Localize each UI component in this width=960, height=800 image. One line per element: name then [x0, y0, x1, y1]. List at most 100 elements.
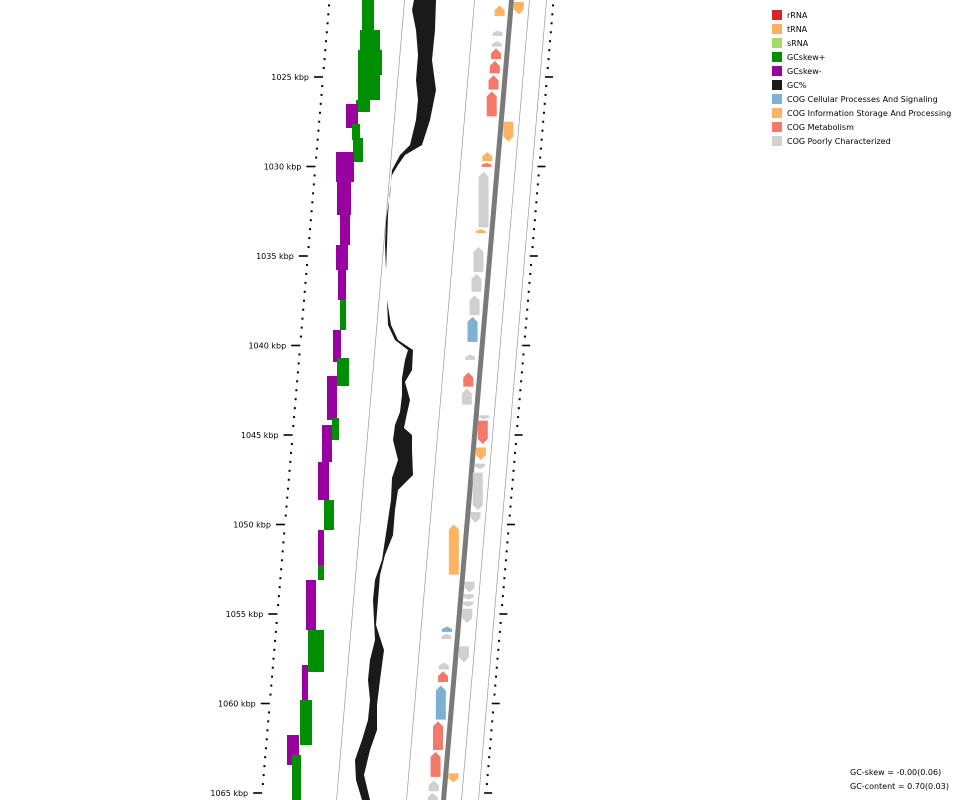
- forward-gene: [490, 48, 501, 60]
- legend-swatch: [772, 10, 782, 20]
- scale-minor-tick: [285, 505, 288, 508]
- scale-minor-tick: [296, 380, 299, 383]
- gcskew-positive-block: [300, 700, 312, 745]
- outer-minor-tick: [513, 460, 516, 463]
- scale-minor-tick: [309, 228, 312, 231]
- scale-minor-tick: [327, 13, 330, 16]
- legend-label: GC%: [787, 80, 807, 90]
- outer-minor-tick: [514, 442, 517, 445]
- scale-minor-tick: [279, 577, 282, 580]
- scale-minor-tick: [267, 720, 270, 723]
- forward-gene: [465, 354, 476, 360]
- scale-minor-tick: [271, 675, 274, 678]
- scale-minor-tick: [312, 183, 315, 186]
- scale-minor-tick: [275, 621, 278, 624]
- forward-gene: [488, 75, 499, 90]
- scale-minor-tick: [274, 639, 277, 642]
- outer-minor-tick: [521, 362, 524, 365]
- scale-minor-tick: [326, 22, 329, 25]
- legend-item-cog_info: COG Information Storage And Processing: [772, 106, 951, 120]
- outer-minor-tick: [511, 478, 514, 481]
- gcskew-positive-block: [360, 30, 380, 50]
- legend-swatch: [772, 66, 782, 76]
- scale-minor-tick: [302, 308, 305, 311]
- gcskew-negative-block: [336, 245, 348, 270]
- outer-minor-tick: [536, 192, 539, 195]
- legend-swatch: [772, 80, 782, 90]
- scale-minor-tick: [265, 738, 268, 741]
- outer-minor-tick: [519, 389, 522, 392]
- gcskew-positive-block: [353, 138, 363, 162]
- outer-minor-tick: [514, 451, 517, 454]
- reverse-gene: [477, 420, 488, 444]
- forward-gene: [489, 60, 500, 74]
- reverse-gene: [463, 594, 474, 600]
- outer-minor-tick: [504, 568, 507, 571]
- scale-minor-tick: [293, 407, 296, 410]
- scale-tick-label: 1045 kbp: [241, 431, 279, 440]
- forward-gene: [442, 626, 453, 632]
- outer-minor-tick: [485, 783, 488, 786]
- scale-minor-tick: [298, 353, 301, 356]
- legend-item-cog_cell: COG Cellular Processes And Signaling: [772, 92, 951, 106]
- gc-skew-stat: GC-skew = -0.00(0.06): [850, 768, 942, 777]
- legend-swatch: [772, 24, 782, 34]
- legend-label: COG Cellular Processes And Signaling: [787, 94, 938, 104]
- scale-minor-tick: [289, 460, 292, 463]
- outer-minor-tick: [509, 505, 512, 508]
- scale-minor-tick: [299, 335, 302, 338]
- outer-minor-tick: [493, 693, 496, 696]
- outer-minor-tick: [533, 228, 536, 231]
- gc-content-track: [355, 0, 436, 800]
- backbone-line: [441, 0, 515, 800]
- gc-content-band: [355, 0, 436, 800]
- scale-minor-tick: [262, 774, 265, 777]
- scale-minor-tick: [284, 514, 287, 517]
- outer-minor-tick: [539, 147, 542, 150]
- outer-minor-tick: [502, 586, 505, 589]
- outer-minor-tick: [499, 621, 502, 624]
- outer-minor-tick: [549, 40, 552, 43]
- outer-minor-tick: [512, 469, 515, 472]
- gcskew-negative-block: [333, 330, 341, 362]
- forward-gene: [486, 91, 497, 117]
- legend-swatch: [772, 122, 782, 132]
- outer-minor-tick: [486, 774, 489, 777]
- legend-item-cog_metab: COG Metabolism: [772, 120, 951, 134]
- scale-minor-tick: [296, 371, 299, 374]
- outer-minor-tick: [501, 604, 504, 607]
- outer-minor-tick: [495, 675, 498, 678]
- forward-gene: [433, 721, 444, 751]
- outer-minor-tick: [550, 22, 553, 25]
- scale-minor-tick: [316, 138, 319, 141]
- scale-minor-tick: [274, 630, 277, 633]
- forward-gene: [463, 372, 474, 387]
- legend-item-gc: GC%: [772, 78, 951, 92]
- gcskew-positive-block: [340, 300, 346, 330]
- scale-minor-tick: [283, 532, 286, 535]
- outer-minor-tick: [524, 326, 527, 329]
- ring-line-outer: [461, 0, 530, 800]
- outer-minor-tick: [490, 729, 493, 732]
- forward-gene: [435, 685, 446, 720]
- scale-minor-tick: [261, 783, 264, 786]
- outer-minor-tick: [488, 747, 491, 750]
- outer-minor-tick: [501, 595, 504, 598]
- legend-item-trna: tRNA: [772, 22, 951, 36]
- scale-minor-tick: [318, 120, 321, 123]
- gcskew-negative-block: [302, 665, 308, 700]
- outer-minor-tick: [536, 183, 539, 186]
- outer-minor-tick: [552, 4, 555, 7]
- scale-minor-tick: [307, 246, 310, 249]
- scale-minor-tick: [315, 156, 318, 159]
- outer-minor-tick: [518, 398, 521, 401]
- outer-minor-tick: [506, 541, 509, 544]
- outer-minor-tick: [535, 201, 538, 204]
- outer-minor-tick: [530, 263, 533, 266]
- gcskew-negative-block: [322, 425, 332, 462]
- gcskew-positive-block: [308, 630, 324, 672]
- reverse-gene: [513, 1, 524, 15]
- scale-minor-tick: [323, 58, 326, 61]
- outer-minor-tick: [549, 31, 552, 34]
- outer-minor-tick: [507, 532, 510, 535]
